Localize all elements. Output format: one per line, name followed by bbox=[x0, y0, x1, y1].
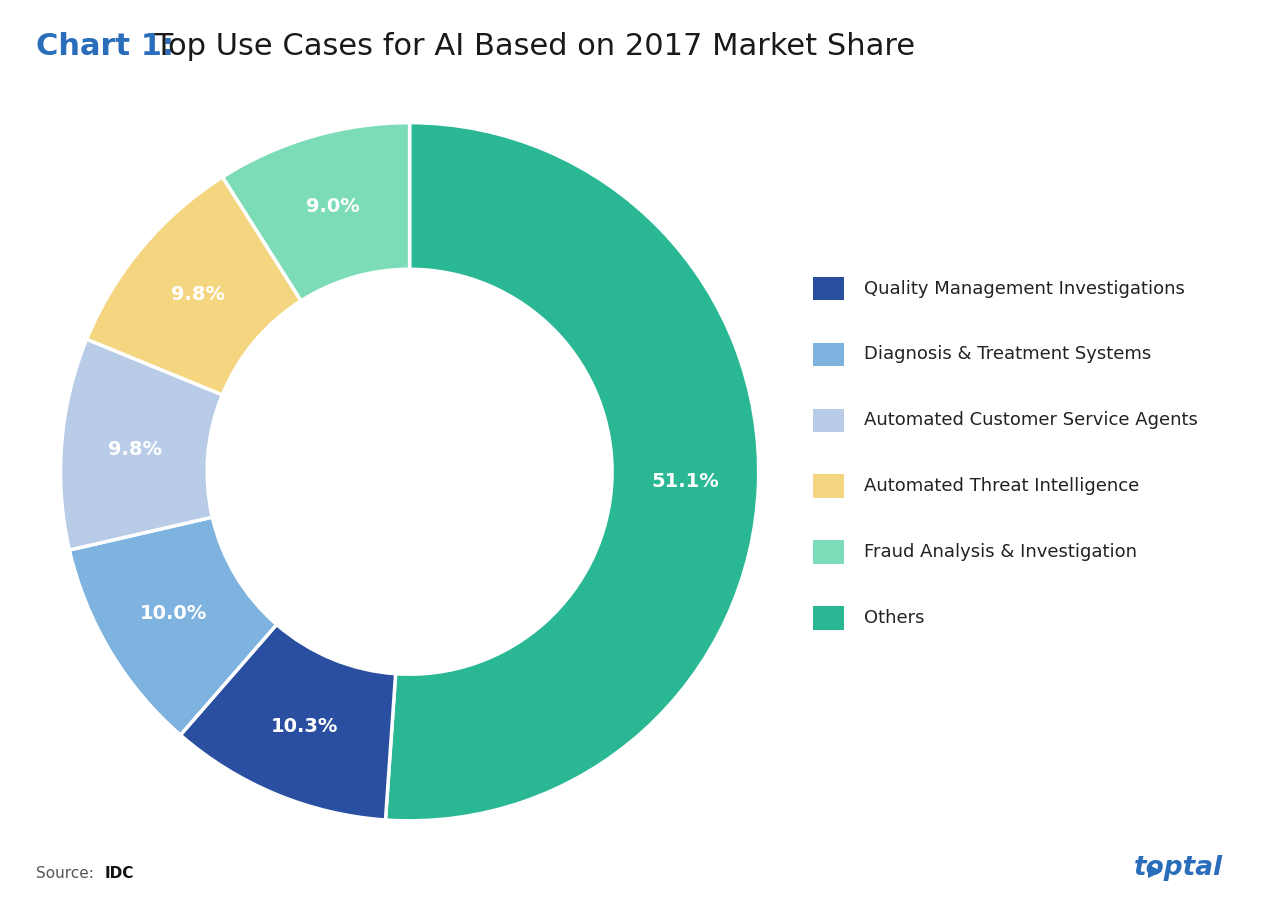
Wedge shape bbox=[385, 123, 759, 821]
Text: 9.8%: 9.8% bbox=[172, 285, 225, 304]
Text: toptal: toptal bbox=[1133, 856, 1222, 881]
Text: 51.1%: 51.1% bbox=[652, 472, 719, 491]
Text: 9.0%: 9.0% bbox=[306, 198, 360, 216]
Text: Automated Threat Intelligence: Automated Threat Intelligence bbox=[864, 477, 1139, 496]
Text: Source:: Source: bbox=[36, 867, 93, 881]
Wedge shape bbox=[60, 339, 223, 550]
Text: Diagnosis & Treatment Systems: Diagnosis & Treatment Systems bbox=[864, 345, 1151, 364]
Text: Top Use Cases for AI Based on 2017 Market Share: Top Use Cases for AI Based on 2017 Marke… bbox=[145, 32, 915, 61]
Text: ▶: ▶ bbox=[1148, 861, 1162, 879]
Text: Quality Management Investigations: Quality Management Investigations bbox=[864, 279, 1185, 298]
Wedge shape bbox=[69, 518, 276, 735]
Text: Automated Customer Service Agents: Automated Customer Service Agents bbox=[864, 411, 1198, 430]
Text: 9.8%: 9.8% bbox=[108, 440, 161, 459]
Text: Others: Others bbox=[864, 609, 924, 627]
Wedge shape bbox=[87, 177, 301, 395]
Text: IDC: IDC bbox=[105, 867, 134, 881]
Text: 10.0%: 10.0% bbox=[140, 605, 207, 623]
Wedge shape bbox=[223, 123, 410, 300]
Text: 10.3%: 10.3% bbox=[270, 717, 338, 736]
Text: Fraud Analysis & Investigation: Fraud Analysis & Investigation bbox=[864, 543, 1137, 562]
Text: Chart 1:: Chart 1: bbox=[36, 32, 174, 61]
Wedge shape bbox=[180, 625, 396, 820]
